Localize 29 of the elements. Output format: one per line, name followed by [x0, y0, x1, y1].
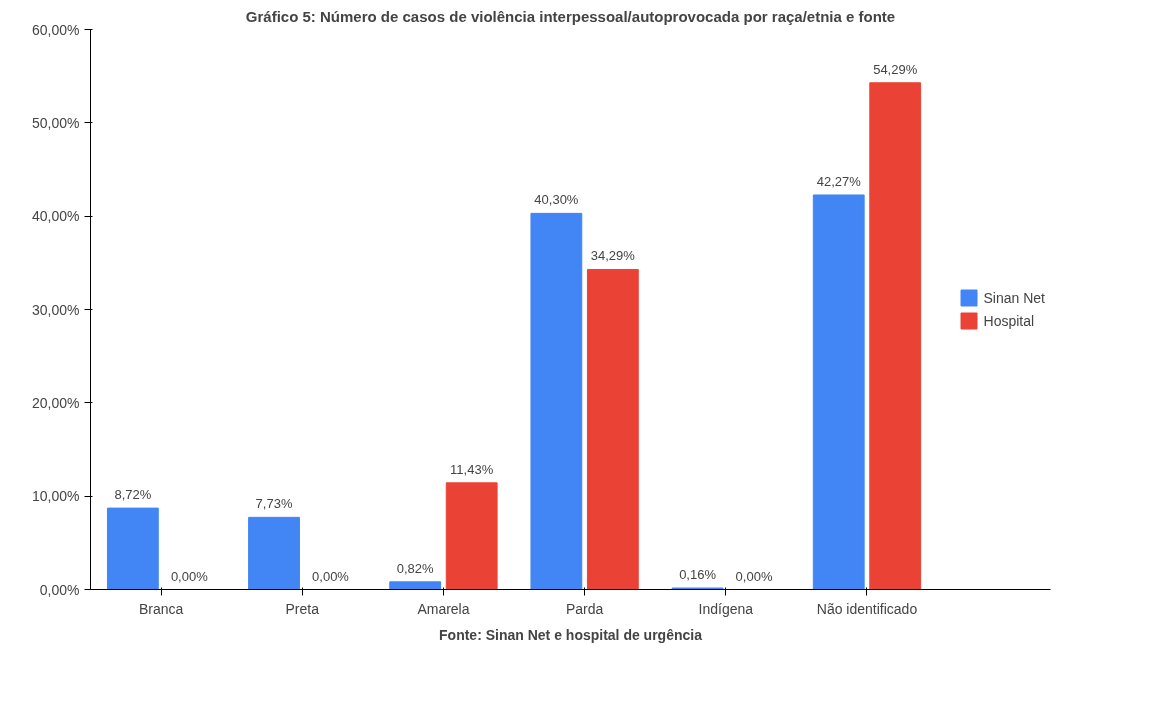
data-label: 54,29%: [873, 61, 918, 77]
x-tick-label: Parda: [565, 600, 604, 617]
data-label: 34,29%: [590, 248, 636, 264]
chart-title: Gráfico 5: Número de casos de violência interpessoal/autoprovocada por raça/etnia e fonte: [245, 7, 896, 25]
legend-label: Sinan Net: [983, 289, 1045, 306]
y-tick-label: 60,00%: [32, 21, 80, 38]
y-tick-label: 50,00%: [32, 114, 80, 131]
legend-label: Hospital: [983, 312, 1035, 329]
data-label: 8,72%: [114, 487, 152, 503]
data-label: 0,00%: [170, 568, 209, 584]
y-tick-label: 40,00%: [32, 208, 80, 225]
data-label: 0,00%: [312, 568, 350, 584]
data-label: 40,30%: [534, 192, 579, 208]
x-tick-label: Não identificado: [816, 600, 918, 617]
y-tick-label: 0,00%: [39, 581, 80, 598]
x-tick-label: Preta: [285, 600, 320, 617]
data-label: 42,27%: [816, 173, 862, 189]
x-tick-label: Amarela: [417, 600, 470, 617]
y-tick-label: 10,00%: [32, 488, 80, 505]
y-tick-label: 20,00%: [32, 394, 80, 411]
data-label: 11,43%: [450, 461, 494, 477]
source-note: Fonte: Sinan Net e hospital de urgência: [439, 626, 703, 643]
data-label: 0,00%: [735, 568, 773, 584]
y-tick-label: 30,00%: [32, 301, 80, 318]
data-label: 7,73%: [255, 496, 293, 512]
x-tick-label: Indígena: [698, 600, 754, 617]
data-label: 0,82%: [396, 560, 435, 576]
data-label: 0,16%: [679, 567, 717, 583]
x-tick-label: Branca: [138, 600, 184, 617]
